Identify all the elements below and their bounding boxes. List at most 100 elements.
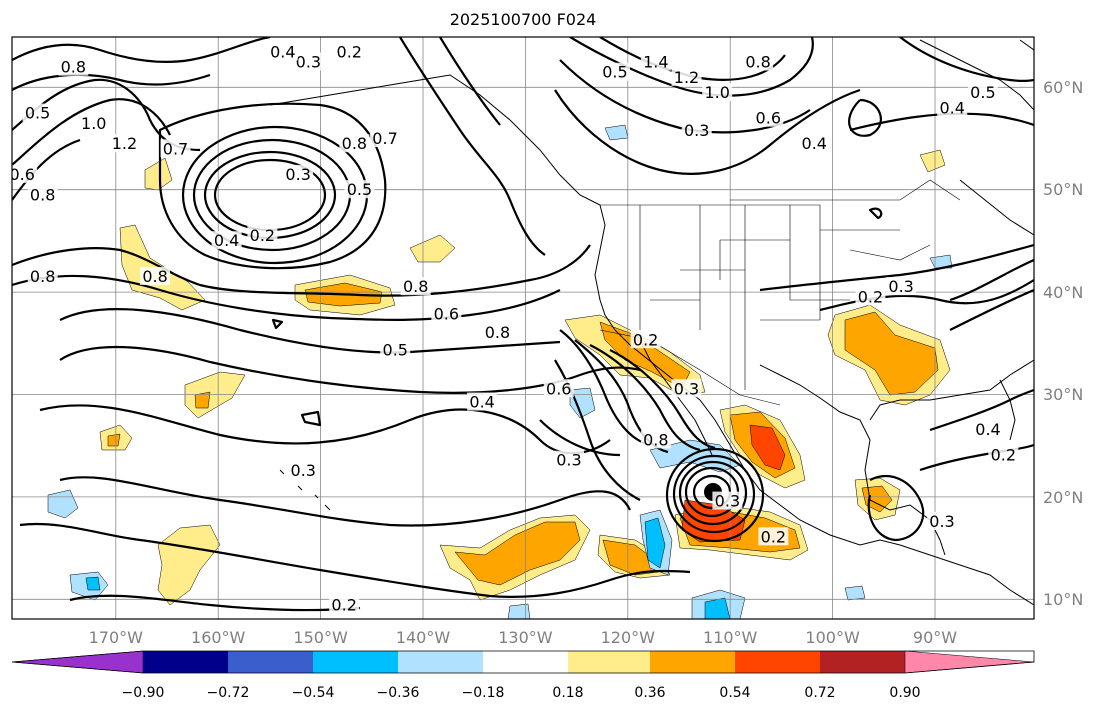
coastlines: [269, 39, 1034, 606]
shade-region: [844, 311, 939, 396]
latitude-axis: 60°N 50°N 40°N 30°N 20°N 10°N: [1043, 78, 1083, 609]
contour-label: 0.3: [684, 121, 709, 140]
contour-label-bg: [58, 57, 89, 76]
contour-label: 1.2: [674, 68, 699, 87]
contour-label-bg: [640, 52, 671, 71]
contour-label-bg: [140, 266, 171, 285]
contour-label-bg: [927, 512, 958, 530]
lat-label: 20°N: [1043, 488, 1083, 507]
colorbar-tick-label: 0.54: [719, 685, 750, 701]
contour-label-bg: [339, 134, 370, 153]
colorbar-segment: [398, 651, 483, 673]
contour-label: 0.4: [270, 42, 295, 61]
colorbar-tick-label: 0.18: [552, 685, 583, 701]
contour-label: 0.4: [975, 420, 1000, 439]
contour-label-bg: [400, 277, 431, 296]
colorbar-segment: [820, 651, 905, 673]
contour-label: 1.2: [112, 134, 137, 153]
colorbar: −0.90 −0.72 −0.54 −0.36 −0.18 0.18 0.36 …: [11, 650, 1035, 701]
lat-label: 60°N: [1043, 78, 1083, 97]
contour-label-bg: [937, 98, 968, 117]
contour-label-bg: [27, 266, 58, 285]
contour-label-bg: [22, 103, 53, 122]
colorbar-tick-label: 0.90: [889, 685, 920, 701]
colorbar-segment: [143, 651, 228, 673]
lat-label: 50°N: [1043, 180, 1083, 199]
contour-label: 0.6: [434, 305, 459, 324]
colorbar-extend-left: [11, 650, 144, 674]
contour-label-bg: [160, 139, 191, 158]
contour-label-bg: [293, 52, 324, 71]
map-title: 2025100700 F024: [450, 10, 597, 29]
contour-label: 0.5: [25, 104, 50, 123]
contour-label: 0.6: [9, 165, 34, 184]
contour-label-bg: [380, 340, 411, 359]
contour-label: 0.5: [347, 180, 372, 199]
shaded-anomaly-layer: [47, 124, 953, 619]
contour-label: 0.3: [296, 53, 321, 72]
contour-label: 0.2: [337, 42, 362, 61]
contour-label-bg: [799, 134, 830, 153]
lon-label: 120°W: [601, 628, 656, 647]
lon-label: 100°W: [805, 628, 860, 647]
contour-label-bg: [543, 379, 574, 398]
contour-label-bg: [630, 330, 661, 349]
shade-region: [107, 433, 121, 447]
contour-label: 0.4: [469, 393, 494, 412]
lon-label: 150°W: [293, 628, 348, 647]
contour-label-bg: [753, 108, 784, 127]
contour-label: 0.2: [858, 287, 883, 306]
contour-label-bg: [967, 83, 998, 102]
contour-label-bg: [109, 134, 140, 153]
shade-region: [454, 521, 581, 586]
contour-label-bg: [553, 450, 584, 469]
contour-label-bg: [599, 62, 630, 81]
contour-label: 0.6: [546, 379, 571, 398]
shade-region: [409, 234, 456, 263]
colorbar-segment: [735, 651, 820, 673]
contour-label-bg: [12, 164, 38, 183]
contour-label: 0.8: [342, 134, 367, 153]
contour-label-bg: [334, 42, 365, 61]
lon-label: 140°W: [396, 628, 451, 647]
contour-labels: 0.20.30.40.80.51.01.2 0.70.60.80.30.8 0.70…: [9, 42, 1019, 615]
contour-label-bg: [247, 226, 278, 245]
colorbar-segment: [650, 651, 735, 673]
contour-label: 0.3: [715, 492, 740, 511]
contour-label-bg: [671, 67, 702, 86]
contour-label-bg: [431, 304, 462, 323]
contour-label: 0.4: [802, 134, 827, 153]
colorbar-tick-label: −0.72: [207, 685, 250, 701]
lon-label: 160°W: [191, 628, 246, 647]
colorbar-segment: [228, 651, 313, 673]
contour-label: 0.2: [250, 226, 275, 245]
map-frame: [11, 36, 1035, 620]
contour-label-bg: [467, 392, 498, 411]
contour-label: 0.3: [291, 461, 316, 480]
contour-label-bg: [671, 379, 702, 398]
contour-label-bg: [640, 430, 671, 449]
contour-label: 0.4: [940, 98, 965, 117]
colorbar-tick-label: 0.36: [634, 685, 665, 701]
contour-label: 0.3: [556, 451, 581, 470]
contour-label-bg: [712, 491, 743, 510]
contour-label-bg: [973, 420, 1004, 439]
lon-label: 110°W: [703, 628, 758, 647]
colorbar-segment: [313, 651, 398, 673]
shade-region: [85, 576, 101, 591]
contour-label-bg: [370, 129, 401, 148]
contour-label: 0.8: [142, 267, 167, 286]
colorbar-segment: [568, 651, 650, 673]
contour-label-bg: [344, 180, 375, 199]
colorbar-tick-label: −0.90: [122, 685, 165, 701]
shade-region: [194, 391, 211, 409]
contour-label-bg: [267, 42, 298, 61]
contour-label-bg: [681, 120, 712, 139]
contour-label-bg: [482, 323, 513, 342]
contour-label: 0.3: [888, 277, 913, 296]
map-plot-area: 0.20.30.40.80.51.01.2 0.70.60.80.30.8 0.70…: [9, 37, 1034, 619]
contour-label: 0.2: [761, 527, 786, 546]
lat-label: 40°N: [1043, 283, 1083, 302]
contour-label-bg: [329, 595, 360, 614]
shade-region: [919, 149, 946, 173]
